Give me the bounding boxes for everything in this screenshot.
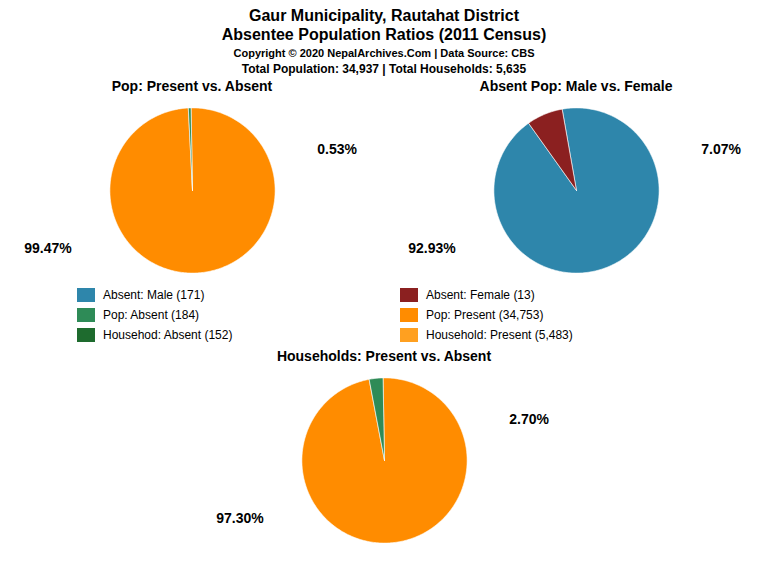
- svg-text:7.07%: 7.07%: [701, 141, 741, 157]
- html-text:Absent Pop: Male vs. Female: Absent Pop: Male vs. Female: [479, 78, 673, 94]
- svg-text:97.30%: 97.30%: [216, 510, 264, 526]
- html-text:Gaur Municipality, Rautahat Di: Gaur Municipality, Rautahat District: [249, 7, 519, 24]
- svg-text:2.70%: 2.70%: [509, 411, 549, 427]
- html-text:Households: Present vs. Absent: Households: Present vs. Absent: [276, 348, 492, 364]
- html-text:Pop: Present vs. Absent: Pop: Present vs. Absent: [111, 78, 273, 94]
- html-text:Household: Present (5,483): Household: Present (5,483): [426, 328, 573, 342]
- html-text:Househod: Absent (152): Househod: Absent (152): [103, 328, 233, 342]
- svg-text:0.53%: 0.53%: [317, 141, 357, 157]
- html-text:Total Population: 34,937 | Tot: Total Population: 34,937 | Total Househo…: [241, 62, 527, 76]
- html-text:Copyright © 2020 NepalArchives: Copyright © 2020 NepalArchives.Com | Dat…: [233, 47, 535, 59]
- svg-text:99.47%: 99.47%: [24, 240, 72, 256]
- html-text:Absent: Male (171): Absent: Male (171): [103, 288, 205, 302]
- html-text:Pop: Absent (184): Pop: Absent (184): [103, 308, 200, 322]
- svg-text:92.93%: 92.93%: [408, 240, 456, 256]
- html-text:Pop: Present (34,753): Pop: Present (34,753): [426, 308, 544, 322]
- html-text:Absentee Population Ratios (20: Absentee Population Ratios (2011 Census): [221, 26, 547, 43]
- html-text:Absent: Female (13): Absent: Female (13): [426, 288, 535, 302]
